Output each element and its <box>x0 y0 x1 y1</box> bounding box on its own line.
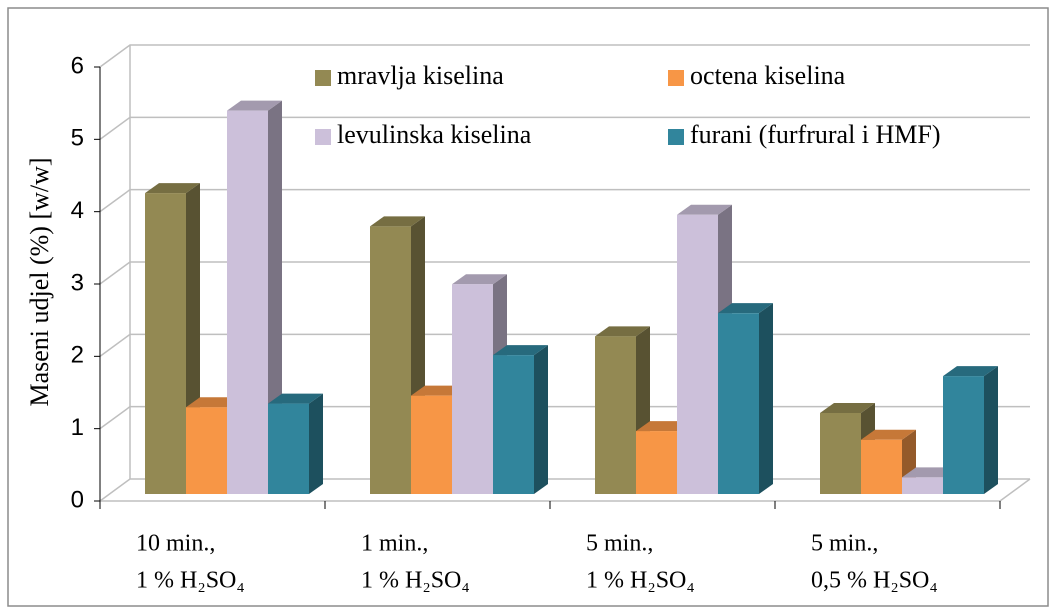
bar-top <box>268 393 323 404</box>
bar-top <box>145 183 200 194</box>
x-tick-label: 1 % H₂SO₄ <box>361 568 470 594</box>
legend-label: levulinska kiselina <box>337 120 532 149</box>
x-tick-label: 5 min., <box>586 531 653 557</box>
bar <box>452 284 493 494</box>
x-tick-label: 5 min., <box>811 531 878 557</box>
bar-side <box>309 393 323 494</box>
y-tick-label: 5 <box>71 125 84 152</box>
bar <box>595 336 636 494</box>
bar <box>227 110 268 494</box>
bar <box>902 477 943 494</box>
bar-top <box>452 274 507 285</box>
bar-side <box>268 100 282 494</box>
grid-line <box>99 44 1030 68</box>
x-tick-label: 0,5 % H₂SO₄ <box>811 568 938 594</box>
bar-top <box>677 204 732 215</box>
bar-top <box>595 326 650 337</box>
x-tick-label: 10 min., <box>136 531 215 557</box>
bar-top <box>370 216 425 227</box>
bar-top <box>227 100 282 111</box>
y-axis-title: Maseni udjel (%) [w/w] <box>25 157 54 406</box>
bar <box>677 214 718 494</box>
bar <box>861 439 902 494</box>
bar <box>943 376 984 494</box>
floor-right <box>999 478 1031 502</box>
bar <box>370 226 411 494</box>
y-tick-label: 4 <box>71 197 84 224</box>
legend-label: furani (furfrural i HMF) <box>690 120 941 149</box>
bar-top <box>861 429 916 440</box>
legend-swatch <box>315 129 331 145</box>
legend-swatch <box>668 70 684 86</box>
bar <box>411 395 452 494</box>
x-tick-label: 1 min., <box>361 531 428 557</box>
bar <box>636 431 677 494</box>
bar <box>186 407 227 494</box>
y-tick-label: 2 <box>71 342 84 369</box>
grid-line <box>99 116 1030 140</box>
bar <box>268 403 309 494</box>
bar <box>820 412 861 494</box>
bar-side <box>984 366 998 494</box>
bar-side <box>759 303 773 494</box>
bar <box>718 313 759 494</box>
bar-side <box>534 345 548 494</box>
legend-swatch <box>668 129 684 145</box>
y-tick-label: 0 <box>71 486 84 513</box>
grid-line <box>99 188 1030 213</box>
legend-label: octena kiselina <box>690 61 846 90</box>
y-tick-label: 1 <box>71 414 84 441</box>
x-tick-label: 1 % H₂SO₄ <box>136 568 245 594</box>
bar-top <box>493 345 548 356</box>
bar-top <box>820 402 875 413</box>
bar-top <box>718 303 773 314</box>
y-tick-label: 6 <box>71 52 84 79</box>
x-tick-label: 1 % H₂SO₄ <box>586 568 695 594</box>
bar-top <box>943 366 998 377</box>
legend-swatch <box>315 70 331 86</box>
legend-label: mravlja kiselina <box>337 61 504 90</box>
y-tick-label: 3 <box>71 269 84 296</box>
bar <box>145 193 186 495</box>
bar <box>493 355 534 494</box>
